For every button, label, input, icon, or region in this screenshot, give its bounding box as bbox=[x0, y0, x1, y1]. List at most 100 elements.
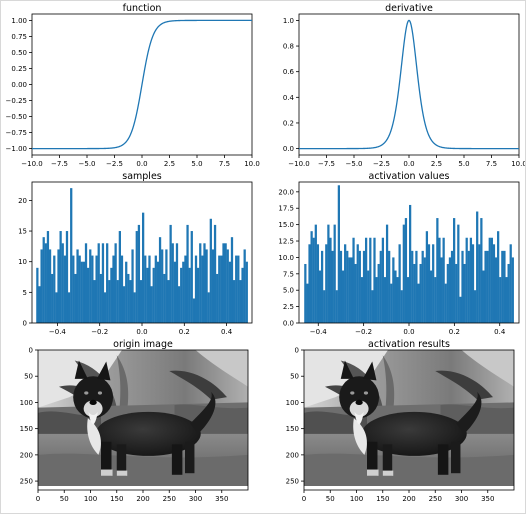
origin-image-photo bbox=[38, 350, 248, 486]
x-tick-label: −7.5 bbox=[318, 160, 335, 168]
histogram-bar bbox=[55, 292, 58, 323]
histogram-bar bbox=[486, 250, 489, 323]
histogram-bar bbox=[235, 255, 238, 323]
y-tick-label: 200 bbox=[286, 451, 299, 459]
x-tick-label: −0.2 bbox=[91, 328, 108, 336]
x-tick-label: 2.5 bbox=[431, 160, 442, 168]
histogram-bar bbox=[65, 231, 69, 323]
histogram-bar bbox=[184, 255, 187, 323]
histogram-bar bbox=[232, 280, 236, 323]
x-tick-label: 0.0 bbox=[403, 328, 414, 336]
histogram-bar bbox=[417, 283, 420, 323]
samples-panel: samples −0.4 −0.2 0.0 0.2 0.4 0 5 10 15 20 bbox=[18, 171, 253, 336]
activation-results-x-axis: 0 50 100 150 200 250 300 350 bbox=[302, 490, 494, 503]
x-tick-label: 0 bbox=[302, 495, 306, 503]
y-tick-label: 0.4 bbox=[283, 94, 295, 102]
x-tick-label: −10.0 bbox=[288, 160, 309, 168]
histogram-bar bbox=[44, 243, 47, 323]
x-tick-label: 5.0 bbox=[191, 160, 202, 168]
histogram-bar bbox=[406, 277, 410, 323]
x-tick-label: 150 bbox=[376, 495, 389, 503]
x-tick-label: 0.4 bbox=[494, 328, 506, 336]
y-tick-label: 150 bbox=[286, 425, 299, 433]
derivative-x-axis: −10.0 −7.5 −5.0 −2.5 0.0 2.5 5.0 7.5 10.0 bbox=[288, 155, 526, 168]
x-tick-label: −5.0 bbox=[79, 160, 96, 168]
origin-image-x-axis: 0 50 100 150 200 250 300 350 bbox=[36, 490, 228, 503]
histogram-bar bbox=[507, 263, 510, 323]
function-title: function bbox=[123, 3, 162, 14]
histogram-bar bbox=[180, 267, 183, 323]
y-tick-label: 2.5 bbox=[283, 303, 294, 311]
histogram-bar bbox=[476, 211, 479, 323]
histogram-bar bbox=[375, 277, 378, 323]
histogram-bar bbox=[163, 273, 166, 323]
y-tick-label: 100 bbox=[20, 399, 33, 407]
histogram-bar bbox=[415, 250, 418, 323]
histogram-bar bbox=[425, 231, 429, 323]
histogram-bar bbox=[373, 237, 376, 323]
x-tick-label: −7.5 bbox=[51, 160, 68, 168]
histogram-bar bbox=[469, 237, 473, 323]
histogram-bar bbox=[383, 277, 387, 323]
y-tick-label: 0.25 bbox=[11, 65, 27, 73]
histogram-bar bbox=[463, 263, 466, 323]
y-tick-label: 0.0 bbox=[283, 145, 294, 153]
y-tick-label: −1.00 bbox=[6, 145, 27, 153]
histogram-bar bbox=[396, 277, 399, 323]
histogram-bar bbox=[220, 255, 223, 323]
x-tick-label: 2.5 bbox=[164, 160, 175, 168]
y-tick-label: 5.0 bbox=[283, 287, 294, 295]
histogram-bar bbox=[392, 257, 395, 323]
histogram-bar bbox=[118, 231, 121, 323]
histogram-bar bbox=[112, 255, 115, 323]
histogram-bar bbox=[175, 243, 179, 323]
histogram-bar bbox=[70, 188, 73, 323]
histogram-bar bbox=[76, 249, 79, 323]
histogram-bar bbox=[390, 283, 393, 323]
histogram-bar bbox=[158, 237, 162, 323]
histogram-bar bbox=[239, 280, 242, 323]
histogram-bar bbox=[314, 224, 317, 323]
histogram-bar bbox=[228, 261, 231, 323]
histogram-bar bbox=[97, 243, 100, 323]
histogram-bar bbox=[144, 255, 147, 323]
histogram-bar bbox=[364, 237, 368, 323]
histogram-bar bbox=[127, 273, 130, 323]
x-tick-label: 50 bbox=[326, 495, 335, 503]
histogram-bar bbox=[444, 283, 447, 323]
derivative-curve bbox=[299, 19, 519, 150]
histogram-bar bbox=[494, 257, 498, 323]
histogram-bar bbox=[509, 244, 512, 323]
y-tick-label: 0.6 bbox=[283, 68, 295, 76]
x-tick-label: 0.2 bbox=[449, 328, 460, 336]
y-tick-label: 50 bbox=[24, 373, 33, 381]
histogram-bar bbox=[436, 218, 439, 323]
derivative-plot-frame bbox=[298, 13, 520, 156]
histogram-bar bbox=[59, 231, 62, 323]
histogram-bar bbox=[467, 250, 470, 323]
histogram-bar bbox=[341, 270, 345, 323]
histogram-bar bbox=[190, 231, 193, 323]
histogram-bar bbox=[197, 267, 200, 323]
histogram-bar bbox=[459, 296, 462, 323]
activation-values-y-axis: 0.0 2.5 5.0 7.5 10.0 12.5 15.0 17.5 20.0 bbox=[278, 188, 299, 328]
y-tick-label: 0.00 bbox=[11, 81, 27, 89]
histogram-bar bbox=[199, 243, 202, 323]
histogram-bar bbox=[448, 257, 452, 323]
x-tick-label: 0 bbox=[36, 495, 40, 503]
histogram-bar bbox=[465, 237, 468, 323]
y-tick-label: 1.00 bbox=[11, 17, 27, 25]
y-tick-label: 5 bbox=[23, 289, 27, 297]
histogram-bar bbox=[446, 263, 449, 323]
histogram-bar bbox=[427, 244, 431, 323]
histogram-bar bbox=[173, 261, 176, 323]
x-tick-label: 0.2 bbox=[179, 328, 190, 336]
histogram-bar bbox=[308, 244, 311, 323]
y-tick-label: 50 bbox=[290, 373, 299, 381]
histogram-bar bbox=[87, 267, 90, 323]
histogram-bar bbox=[125, 261, 128, 323]
histogram-bar bbox=[499, 277, 502, 323]
histogram-bar bbox=[139, 280, 143, 323]
histogram-bar bbox=[51, 273, 54, 323]
histogram-bar bbox=[218, 255, 221, 323]
